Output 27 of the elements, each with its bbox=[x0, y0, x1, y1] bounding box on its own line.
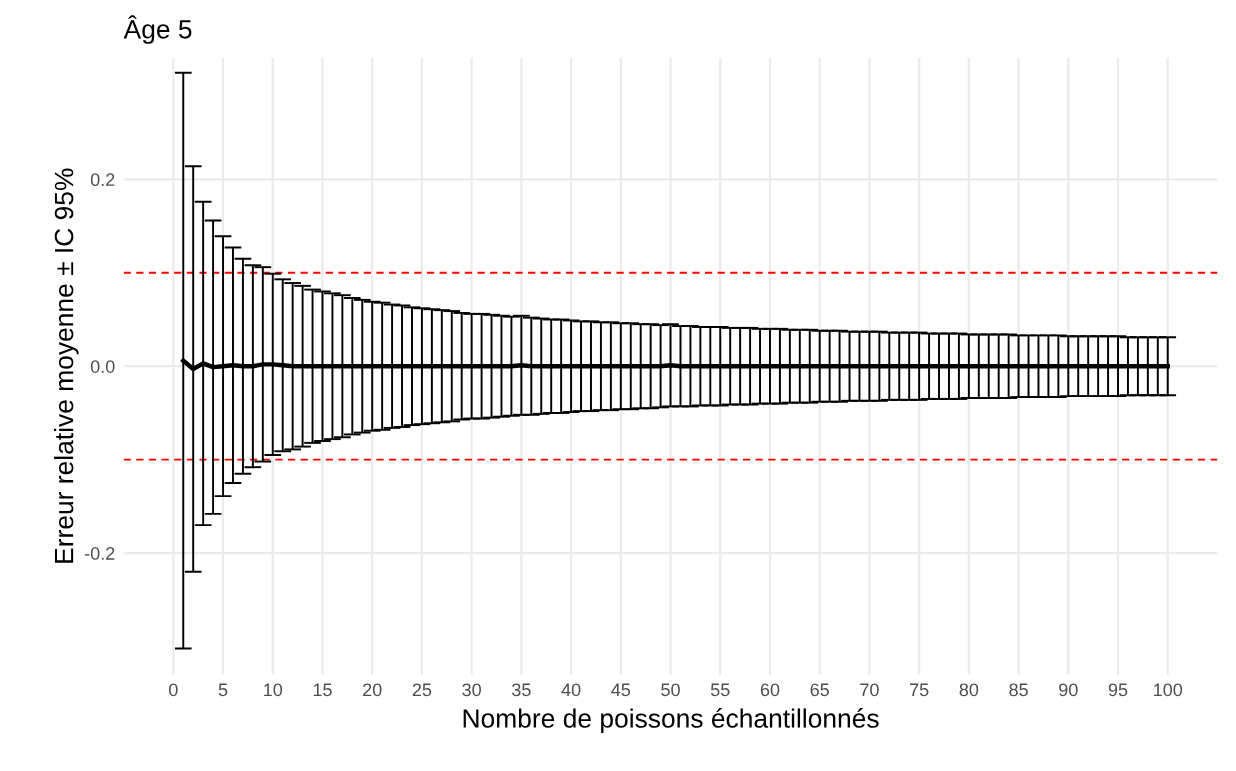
x-tick-label: 80 bbox=[959, 683, 979, 697]
x-tick-label: 30 bbox=[462, 683, 481, 697]
x-tick-label: 90 bbox=[1059, 683, 1078, 697]
x-tick-label: 5 bbox=[218, 683, 228, 697]
x-tick-label: 85 bbox=[1009, 683, 1028, 697]
x-tick-label: 55 bbox=[710, 683, 730, 697]
chart-title: Âge 5 bbox=[123, 15, 192, 44]
x-tick-label: 20 bbox=[363, 683, 382, 697]
x-tick-label: 50 bbox=[661, 683, 680, 697]
y-tick-label: 0.2 bbox=[90, 173, 115, 187]
x-tick-label: 60 bbox=[760, 683, 780, 697]
x-tick-label: 75 bbox=[910, 683, 929, 697]
x-axis-title: Nombre de poissons échantillonnés bbox=[463, 708, 879, 734]
x-tick-label: 70 bbox=[860, 683, 879, 697]
x-tick-label: 40 bbox=[561, 683, 581, 697]
x-tick-label: 100 bbox=[1154, 683, 1183, 697]
y-tick-label: 0.0 bbox=[90, 360, 115, 373]
x-tick-label: 0 bbox=[169, 683, 178, 697]
x-tick-label: 25 bbox=[412, 683, 432, 697]
x-tick-label: 15 bbox=[313, 683, 332, 697]
y-tick-label: -0.2 bbox=[84, 547, 115, 560]
x-tick-label: 95 bbox=[1108, 683, 1128, 697]
x-tick-label: 45 bbox=[611, 683, 631, 697]
x-tick-label: 10 bbox=[264, 683, 283, 697]
y-axis-title: Erreur relative moyenne ± IC 95% bbox=[54, 168, 79, 563]
x-tick-label: 35 bbox=[512, 683, 531, 697]
x-tick-label: 65 bbox=[810, 683, 829, 697]
